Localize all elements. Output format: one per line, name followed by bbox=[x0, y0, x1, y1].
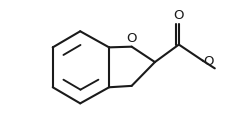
Text: O: O bbox=[174, 9, 184, 22]
Text: O: O bbox=[126, 32, 137, 45]
Text: O: O bbox=[204, 55, 214, 68]
